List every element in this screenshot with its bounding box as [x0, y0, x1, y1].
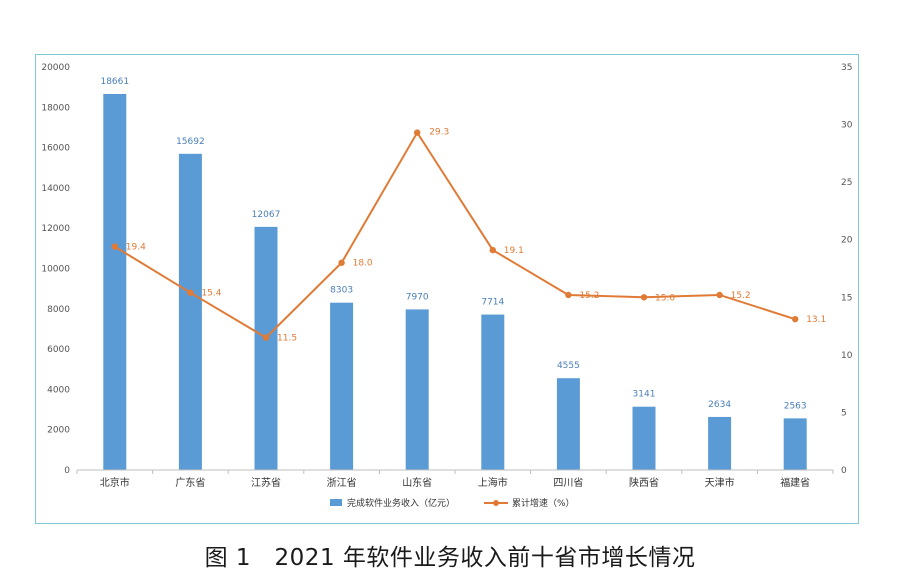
category-label: 江苏省	[251, 476, 281, 489]
bar	[254, 226, 278, 470]
left-tick-label: 0	[64, 466, 70, 476]
legend-bar-swatch	[330, 499, 342, 506]
right-y-axis: 0 5 10 15 20 25 30 35	[841, 63, 853, 476]
left-tick-label: 10000	[41, 265, 70, 275]
bar	[783, 418, 807, 470]
bar-value-label: 18661	[100, 77, 129, 87]
line-point	[111, 243, 119, 250]
bar	[632, 406, 656, 470]
left-y-axis: 0 2000 4000 6000 8000 10000 12000 14000 16000 180…	[41, 63, 70, 476]
line-point	[187, 289, 194, 296]
category-label: 北京市	[100, 476, 130, 489]
category-label: 浙江省	[327, 476, 357, 489]
category-label: 陕西省	[629, 476, 659, 489]
category-label: 广东省	[175, 476, 205, 489]
bar	[481, 314, 505, 470]
left-tick-label: 16000	[41, 144, 70, 154]
line-point	[338, 259, 345, 266]
line-point	[792, 315, 799, 323]
bar-value-label: 4555	[557, 361, 580, 371]
left-tick-label: 2000	[47, 426, 70, 436]
right-tick-label: 35	[841, 63, 852, 73]
right-tick-label: 25	[841, 178, 852, 188]
right-tick-label: 10	[841, 351, 853, 361]
line-series: 19.4 15.4 11.5 18.0 29.3 19.1 15.2 15.0 15.2 13.1	[111, 128, 826, 344]
right-tick-label: 20	[841, 236, 853, 246]
right-tick-label: 15	[841, 293, 852, 303]
bar-value-label: 8303	[330, 286, 353, 296]
growth-line	[114, 130, 796, 339]
line-value-label: 19.1	[504, 246, 524, 256]
legend-line-label: 累计增速（%）	[512, 497, 575, 509]
bar	[178, 153, 202, 470]
category-label: 四川省	[553, 476, 583, 489]
bar-series: 18661 15692 12067 8303 7970 7714 4555 3141 2634 2…	[100, 77, 807, 471]
bar	[103, 93, 127, 471]
bar-value-label: 7714	[481, 298, 504, 308]
left-tick-label: 4000	[47, 385, 70, 395]
line-value-label: 15.2	[731, 291, 751, 301]
legend-line-marker	[493, 500, 499, 506]
category-axis: 北京市 广东省 江苏省 浙江省 山东省 上海市 四川省 陕西省 天津市 福建省	[76, 469, 834, 489]
line-value-label: 15.0	[655, 293, 675, 303]
legend: 完成软件业务收入（亿元） 累计增速（%）	[330, 497, 575, 509]
bar-value-label: 12067	[252, 210, 281, 220]
bar-value-label: 3141	[633, 390, 656, 400]
line-value-label: 15.4	[201, 289, 221, 299]
category-label: 上海市	[478, 476, 508, 489]
line-point	[414, 129, 421, 136]
left-tick-label: 6000	[47, 345, 70, 355]
bar-value-label: 7970	[406, 292, 429, 302]
line-value-label: 15.2	[579, 291, 599, 301]
bar	[708, 416, 732, 470]
bar-value-label: 2563	[784, 401, 807, 411]
figure-caption: 图 1 2021 年软件业务收入前十省市增长情况	[204, 545, 696, 571]
line-value-label: 29.3	[429, 128, 449, 138]
category-label: 山东省	[402, 476, 432, 489]
left-tick-label: 18000	[41, 103, 70, 113]
bar	[556, 378, 580, 470]
bar	[330, 302, 354, 470]
category-label: 福建省	[780, 476, 810, 489]
bar-value-label: 2634	[708, 400, 731, 410]
left-tick-label: 14000	[41, 184, 70, 194]
line-point	[640, 294, 648, 301]
left-tick-label: 12000	[41, 224, 70, 234]
line-point	[262, 334, 270, 341]
bar-value-label: 15692	[176, 137, 205, 147]
left-tick-label: 20000	[41, 63, 70, 73]
category-label: 天津市	[705, 476, 735, 489]
line-value-label: 11.5	[277, 334, 297, 344]
right-tick-label: 0	[841, 466, 847, 476]
left-tick-label: 8000	[47, 305, 70, 315]
line-value-label: 13.1	[806, 315, 826, 325]
line-value-label: 19.4	[126, 243, 146, 253]
bar	[405, 309, 429, 470]
line-point	[716, 291, 723, 299]
right-tick-label: 5	[841, 408, 847, 418]
legend-bar-label: 完成软件业务收入（亿元）	[347, 497, 455, 509]
line-value-label: 18.0	[353, 259, 373, 269]
line-point	[565, 291, 572, 299]
right-tick-label: 30	[841, 121, 853, 131]
line-point	[489, 246, 496, 254]
